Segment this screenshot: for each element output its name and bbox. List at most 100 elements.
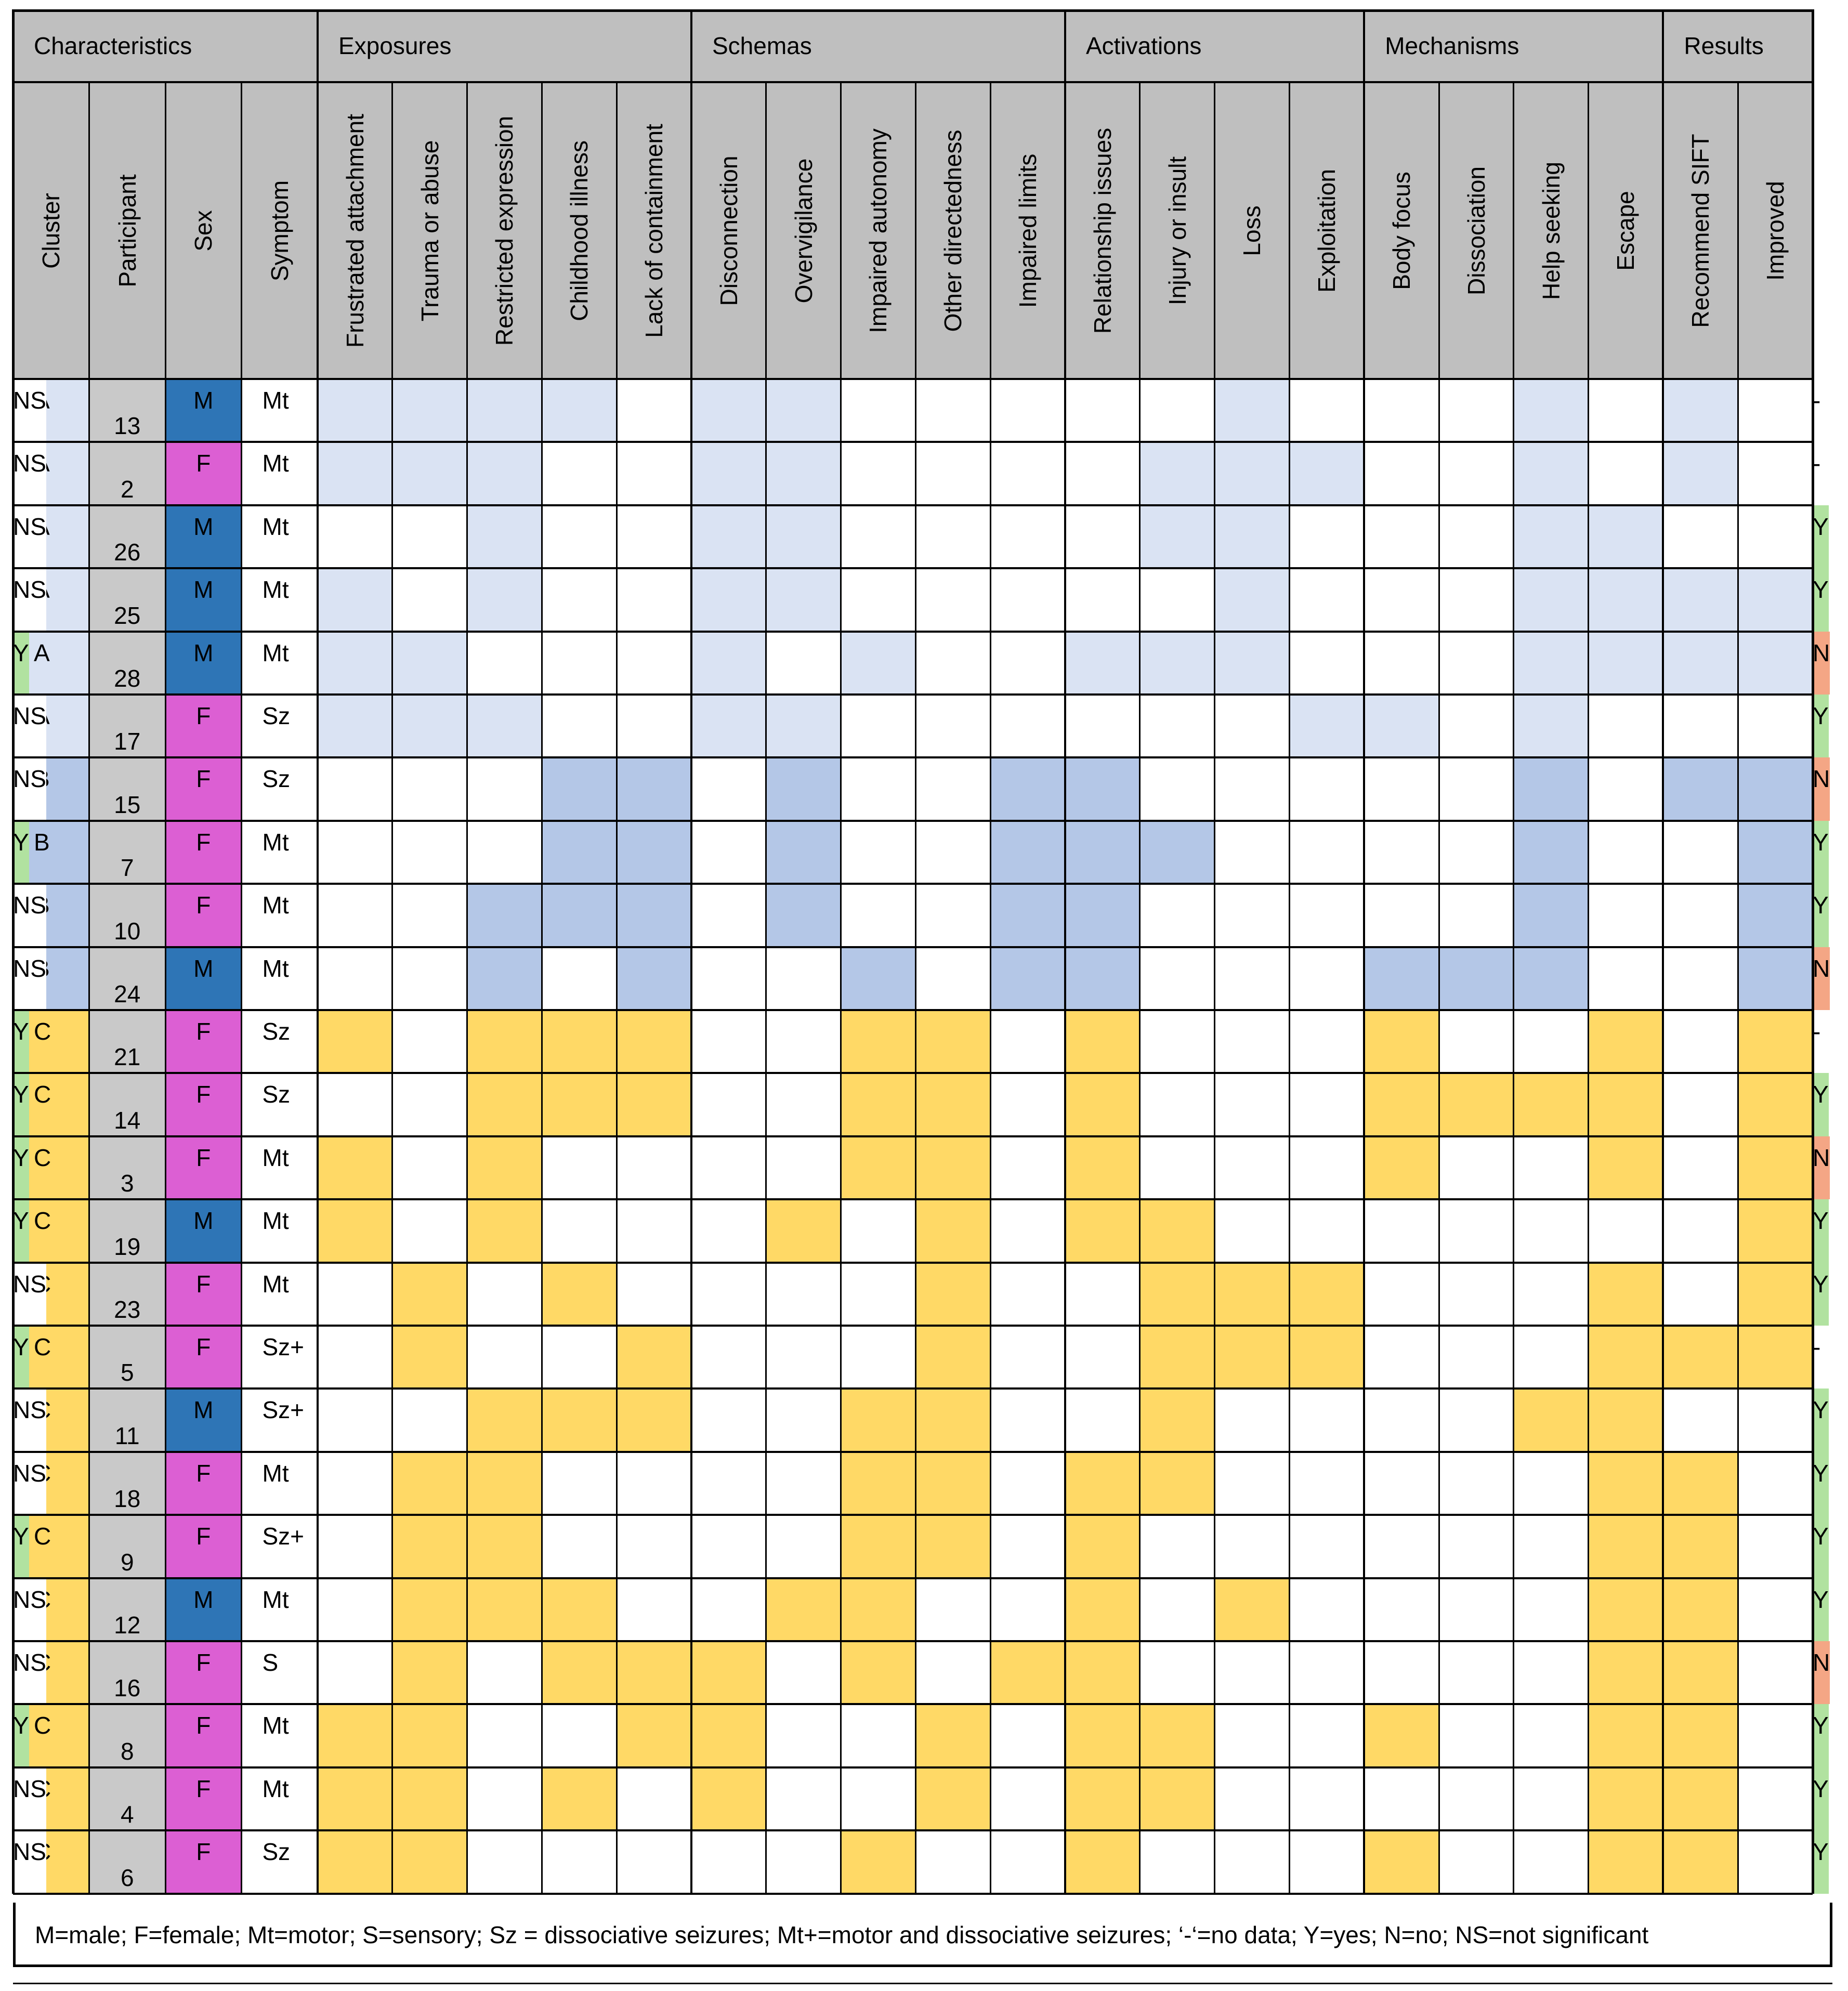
empty-cell bbox=[1663, 1136, 1738, 1200]
empty-cell bbox=[617, 1830, 691, 1894]
column-header-label: Impaired autonomy bbox=[864, 128, 892, 333]
empty-cell bbox=[990, 1389, 1065, 1452]
sex-cell: M bbox=[165, 505, 242, 569]
empty-cell bbox=[1139, 757, 1215, 821]
column-header-childhood-illness: Childhood illness bbox=[542, 82, 617, 379]
empty-cell bbox=[1214, 1767, 1290, 1831]
symptom-cell: S bbox=[241, 1641, 318, 1705]
participant-cell: 16 bbox=[89, 1641, 165, 1705]
column-divider bbox=[317, 9, 319, 1894]
marked-cell bbox=[1139, 1262, 1215, 1326]
participant-cell: 23 bbox=[89, 1262, 165, 1326]
empty-cell bbox=[691, 820, 766, 884]
column-header-body-focus: Body focus bbox=[1364, 82, 1439, 379]
empty-cell bbox=[1364, 568, 1439, 632]
sex-cell: F bbox=[165, 442, 242, 505]
participant-cell: 25 bbox=[89, 568, 165, 632]
symptom-cell: Mt bbox=[241, 1767, 318, 1831]
empty-cell bbox=[1439, 1389, 1514, 1452]
marked-cell bbox=[1139, 1451, 1215, 1515]
column-header-label: Escape bbox=[1612, 190, 1640, 271]
empty-cell bbox=[841, 568, 916, 632]
marked-cell bbox=[1065, 1010, 1140, 1073]
sex-cell: M bbox=[165, 1199, 242, 1263]
symptom-value: S bbox=[262, 1649, 279, 1676]
empty-cell bbox=[691, 1073, 766, 1136]
column-divider bbox=[1139, 82, 1141, 1894]
empty-cell bbox=[467, 1326, 542, 1389]
symptom-cell: Mt bbox=[241, 1451, 318, 1515]
marked-cell bbox=[766, 820, 841, 884]
participant-cell: 17 bbox=[89, 695, 165, 758]
marked-cell bbox=[467, 1136, 542, 1200]
empty-cell bbox=[1439, 505, 1514, 569]
marked-cell bbox=[318, 1199, 392, 1263]
marked-cell bbox=[1588, 1073, 1663, 1136]
improved-cell: NS bbox=[13, 1641, 46, 1705]
participant-value: 17 bbox=[114, 728, 141, 755]
marked-cell bbox=[467, 1199, 542, 1263]
empty-cell bbox=[1289, 1515, 1365, 1578]
row-divider bbox=[13, 1072, 1813, 1075]
improved-cell: NS bbox=[13, 505, 46, 569]
participant-value: 13 bbox=[114, 412, 141, 440]
sex-value: F bbox=[196, 1649, 211, 1676]
empty-cell bbox=[915, 1578, 991, 1641]
participant-cell: 7 bbox=[89, 820, 165, 884]
empty-cell bbox=[1738, 1389, 1813, 1452]
sex-cell: M bbox=[165, 947, 242, 1010]
marked-cell bbox=[318, 1010, 392, 1073]
column-divider bbox=[690, 9, 692, 1894]
empty-cell bbox=[1738, 1578, 1813, 1641]
column-divider bbox=[1214, 82, 1216, 1894]
recommend-sift-value: Y bbox=[1813, 828, 1829, 856]
symptom-value: Mt bbox=[262, 892, 289, 919]
cluster-value: B bbox=[34, 828, 50, 856]
empty-cell bbox=[691, 1199, 766, 1263]
sex-value: M bbox=[193, 513, 214, 540]
marked-cell bbox=[542, 820, 617, 884]
empty-cell bbox=[1364, 1389, 1439, 1452]
sex-value: F bbox=[196, 702, 211, 729]
column-header-impaired-limits: Impaired limits bbox=[990, 82, 1065, 379]
marked-cell bbox=[1139, 442, 1215, 505]
marked-cell bbox=[1738, 820, 1813, 884]
recommend-sift-value: Y bbox=[1813, 1459, 1829, 1487]
empty-cell bbox=[766, 1515, 841, 1578]
empty-cell bbox=[542, 1136, 617, 1200]
marked-cell bbox=[1513, 568, 1589, 632]
empty-cell bbox=[766, 1451, 841, 1515]
participant-value: 28 bbox=[114, 664, 141, 692]
column-divider bbox=[615, 82, 618, 1894]
sex-value: F bbox=[196, 892, 211, 919]
column-header-label: Childhood illness bbox=[566, 140, 593, 321]
column-divider bbox=[88, 82, 90, 1894]
improved-cell: NS bbox=[13, 947, 46, 1010]
sex-cell: F bbox=[165, 1136, 242, 1200]
empty-cell bbox=[1364, 1451, 1439, 1515]
group-header-mechanisms: Mechanisms bbox=[1364, 9, 1663, 82]
empty-cell bbox=[990, 1073, 1065, 1136]
marked-cell bbox=[1139, 1704, 1215, 1767]
recommend-sift-cell: Y bbox=[1813, 1578, 1829, 1641]
marked-cell bbox=[392, 1641, 467, 1705]
improved-value: Y bbox=[13, 1081, 29, 1108]
cluster-value: C bbox=[34, 1523, 51, 1550]
improved-value: NS bbox=[13, 1459, 46, 1487]
marked-cell bbox=[1738, 631, 1813, 695]
empty-cell bbox=[617, 631, 691, 695]
row-divider bbox=[13, 756, 1813, 759]
empty-cell bbox=[915, 1830, 991, 1894]
row-divider bbox=[13, 1766, 1813, 1769]
empty-cell bbox=[392, 505, 467, 569]
empty-cell bbox=[1588, 695, 1663, 758]
column-header-label: Disconnection bbox=[715, 155, 742, 306]
marked-cell bbox=[542, 884, 617, 947]
marked-cell bbox=[1588, 505, 1663, 569]
improved-value: NS bbox=[13, 954, 46, 982]
empty-cell bbox=[1663, 505, 1738, 569]
marked-cell bbox=[1588, 1515, 1663, 1578]
empty-cell bbox=[1139, 884, 1215, 947]
improved-cell: Y bbox=[13, 820, 29, 884]
column-header-label: Other directedness bbox=[939, 129, 967, 332]
